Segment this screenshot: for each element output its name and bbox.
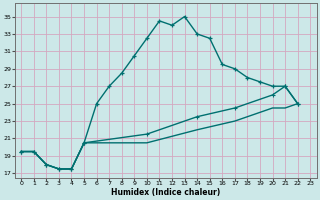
- X-axis label: Humidex (Indice chaleur): Humidex (Indice chaleur): [111, 188, 220, 197]
